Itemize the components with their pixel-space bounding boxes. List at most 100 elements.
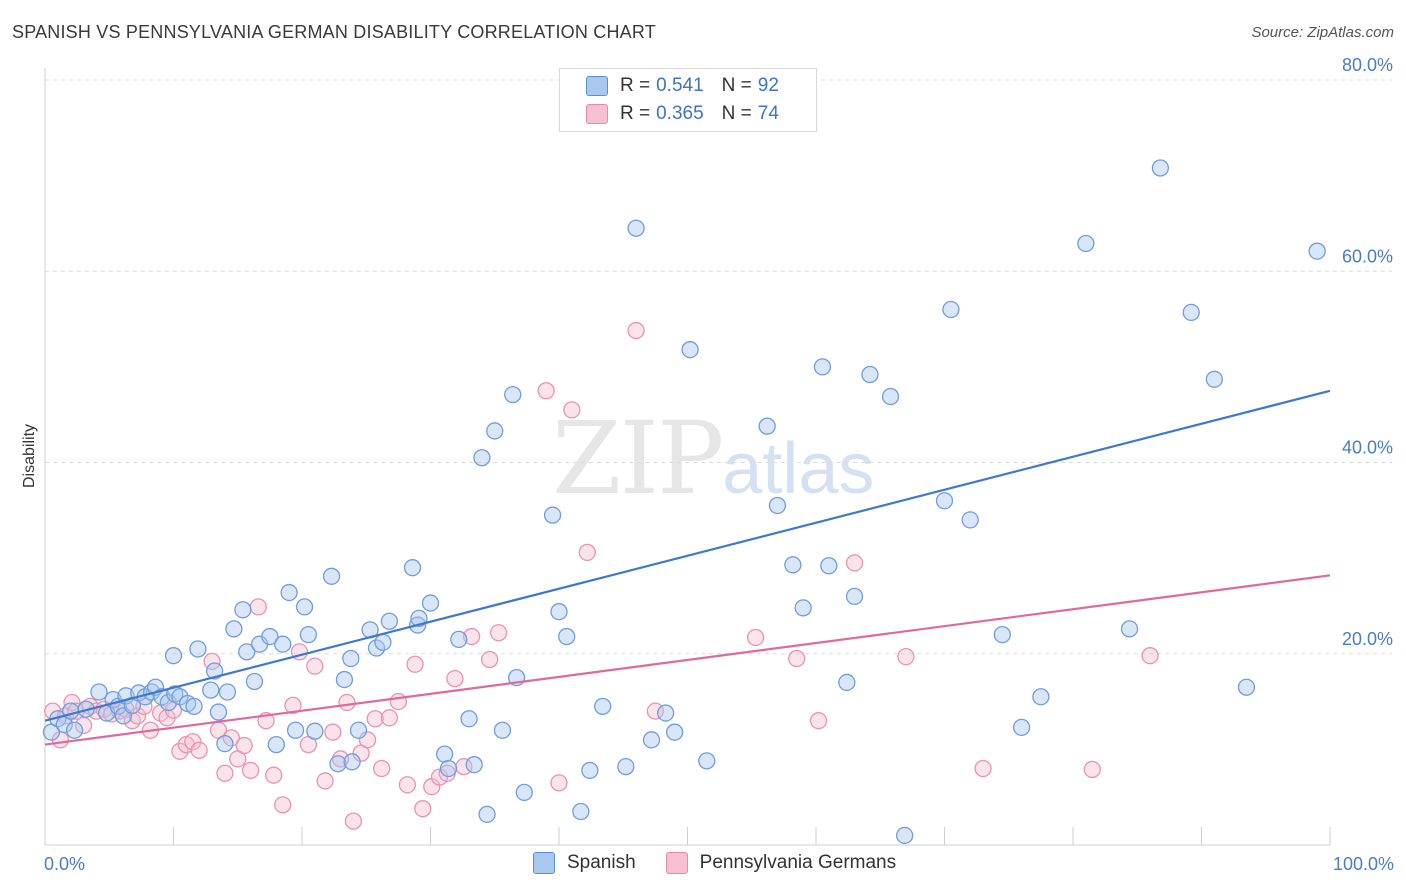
- penn-point: [746, 628, 765, 647]
- penn-point: [1141, 647, 1159, 665]
- chart-title: SPANISH VS PENNSYLVANIA GERMAN DISABILIT…: [12, 22, 656, 42]
- spanish-point: [65, 721, 84, 739]
- y-tick-label: 20.0%: [1342, 629, 1393, 649]
- spanish-point: [234, 601, 252, 619]
- penn-point: [897, 647, 915, 666]
- penn-point: [788, 649, 806, 668]
- spanish-point: [881, 387, 900, 406]
- spanish-point: [189, 640, 207, 658]
- spanish-point: [813, 358, 832, 376]
- trend-lines: [44, 389, 1331, 746]
- spanish-point: [274, 635, 292, 653]
- spanish-point: [478, 805, 496, 824]
- legend-swatch-penn: [586, 104, 608, 124]
- penn-point: [235, 736, 253, 755]
- penn-point: [1083, 760, 1101, 779]
- spanish-point: [543, 506, 562, 524]
- spanish-trend-line: [44, 389, 1331, 722]
- penn-point: [406, 655, 424, 673]
- spanish-point: [374, 633, 392, 651]
- spanish-point: [594, 697, 612, 715]
- penn-points: [44, 321, 1159, 830]
- spanish-point: [335, 670, 354, 689]
- spanish-point: [90, 683, 108, 701]
- penn-point: [284, 696, 302, 715]
- penn-point: [550, 774, 568, 792]
- x-tick-label: 0.0%: [44, 854, 85, 874]
- spanish-point: [784, 556, 802, 574]
- penn-point: [265, 766, 283, 784]
- penn-point: [344, 812, 363, 830]
- spanish-point: [216, 734, 234, 753]
- spanish-point: [794, 599, 812, 617]
- spanish-point: [845, 587, 864, 606]
- y-axis-label: Disability: [21, 424, 38, 488]
- spanish-point: [205, 662, 224, 680]
- spanish-point: [993, 625, 1011, 644]
- y-tick-label: 60.0%: [1342, 246, 1393, 266]
- spanish-point: [572, 802, 590, 821]
- legend-swatch-spanish: [533, 852, 555, 874]
- spanish-point: [164, 647, 183, 665]
- spanish-point: [657, 704, 675, 722]
- penn-point: [63, 693, 81, 712]
- legend-item-spanish[interactable]: Spanish: [533, 852, 636, 874]
- spanish-point: [820, 557, 838, 575]
- spanish-point: [768, 496, 787, 515]
- spanish-point: [1237, 678, 1256, 696]
- spanish-point: [627, 219, 645, 237]
- penn-point: [324, 723, 342, 741]
- spanish-point: [166, 685, 184, 703]
- spanish-point: [493, 721, 512, 739]
- legend-n-value: 74: [757, 103, 779, 124]
- penn-point: [274, 796, 292, 814]
- legend-r-label: R =: [620, 103, 651, 124]
- spanish-point: [349, 721, 368, 739]
- penn-point: [446, 669, 464, 688]
- spanish-point: [410, 609, 428, 628]
- legend-item-penn[interactable]: Pennsylvania Germans: [665, 852, 896, 874]
- spanish-point: [942, 300, 960, 319]
- spanish-point: [1151, 159, 1170, 177]
- penn-point: [398, 776, 417, 794]
- legend-r-value: 0.541: [656, 75, 704, 96]
- penn-point: [974, 759, 992, 778]
- grid: [45, 79, 1392, 655]
- legend-n-value: 92: [757, 75, 779, 96]
- legend-label-spanish: Spanish: [567, 852, 636, 873]
- spanish-point: [758, 417, 776, 435]
- penn-point: [184, 733, 202, 751]
- legend-swatch-spanish: [586, 76, 608, 96]
- spanish-point: [1120, 620, 1139, 638]
- penn-point: [123, 712, 142, 730]
- spanish-point: [935, 492, 954, 510]
- spanish-point: [295, 598, 314, 616]
- spanish-point: [62, 702, 80, 720]
- spanish-point: [209, 703, 228, 721]
- spanish-point: [1182, 303, 1200, 322]
- y-tick-label: 40.0%: [1342, 438, 1393, 458]
- spanish-point: [617, 757, 635, 776]
- penn-point: [306, 657, 324, 675]
- spanish-point: [421, 594, 440, 612]
- penn-point: [389, 692, 408, 711]
- spanish-point: [306, 722, 324, 740]
- spanish-point: [202, 681, 220, 699]
- penn-point: [373, 759, 391, 778]
- spanish-point: [1077, 234, 1095, 253]
- spanish-point: [343, 753, 361, 771]
- spanish-point: [322, 567, 341, 585]
- spanish-point: [581, 761, 599, 780]
- penn-point: [216, 764, 234, 782]
- source-credit: Source: ZipAtlas.com: [1251, 24, 1394, 41]
- spanish-point: [465, 756, 483, 774]
- penn-point: [489, 624, 508, 642]
- spanish-point: [558, 627, 576, 646]
- spanish-point: [1012, 718, 1031, 737]
- watermark-atlas: atlas: [722, 429, 875, 509]
- spanish-point: [550, 603, 568, 621]
- penn-point: [578, 543, 596, 562]
- watermark: ZIPatlas: [552, 400, 874, 517]
- penn-point: [171, 742, 189, 760]
